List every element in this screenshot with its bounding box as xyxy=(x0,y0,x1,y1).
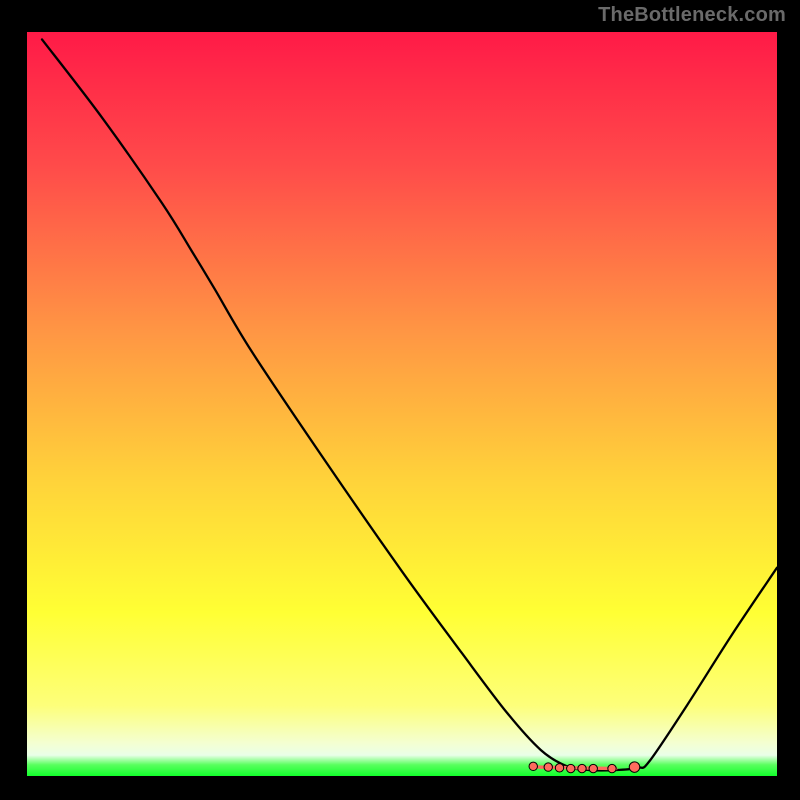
optimum-marker xyxy=(629,762,640,773)
plot-background xyxy=(27,32,777,776)
optimum-marker xyxy=(578,764,586,772)
optimum-marker xyxy=(544,763,552,771)
optimum-marker xyxy=(589,764,597,772)
optimum-marker xyxy=(567,764,575,772)
optimum-marker xyxy=(608,764,616,772)
optimum-marker xyxy=(529,762,537,770)
chart-frame: TheBottleneck.com xyxy=(0,0,800,800)
optimum-marker xyxy=(555,764,563,772)
bottleneck-curve-plot xyxy=(0,0,800,800)
